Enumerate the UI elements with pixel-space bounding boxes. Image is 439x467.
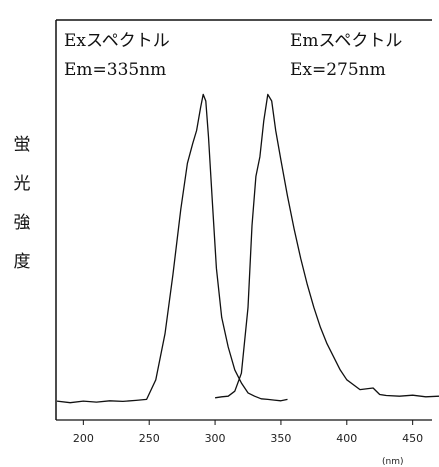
ex-series-name: Exスペクトル	[64, 31, 170, 51]
y-axis-label-char: 度	[14, 252, 31, 272]
x-tick-label: 400	[336, 432, 357, 445]
y-axis-label-char: 強	[14, 213, 31, 233]
x-axis-unit-label: (nm)	[382, 457, 404, 467]
ex-series-condition: Em=335nm	[64, 60, 166, 80]
series-lines	[56, 93, 439, 404]
y-axis-label-char: 光	[14, 174, 31, 194]
em-series-name: Emスペクトル	[290, 31, 402, 51]
plot-frame	[55, 19, 432, 421]
x-tick-label: 300	[205, 432, 226, 445]
x-axis-ticks: 200 250 300 350 400 450	[73, 420, 423, 445]
series-labels: Exスペクトル Em=335nm Emスペクトル Ex=275nm	[64, 31, 402, 80]
em-series-condition: Ex=275nm	[290, 60, 386, 80]
x-tick-label: 350	[270, 432, 291, 445]
y-axis-label-char: 蛍	[14, 135, 31, 155]
x-tick-label: 450	[402, 432, 423, 445]
x-tick-label: 200	[73, 432, 94, 445]
em-spectrum-line	[215, 93, 439, 399]
x-tick-label: 250	[139, 432, 160, 445]
ex-spectrum-line	[56, 93, 288, 404]
